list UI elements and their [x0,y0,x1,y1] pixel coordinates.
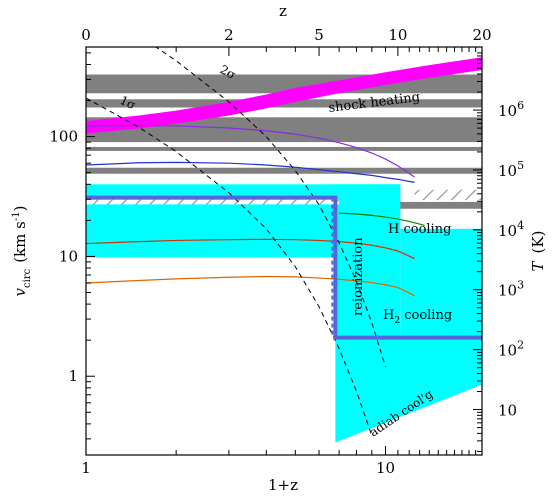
series-lines [86,124,425,297]
shock-heating-band [86,57,482,134]
right-tick-label: 106 [498,99,524,120]
shock-heating-band [86,57,482,134]
hatch-region-0 [86,199,340,205]
sigma2-curve [154,47,386,367]
y-tick-label: 100 [49,128,78,146]
right-tick-label: 10 [498,402,517,420]
cyan-region-2 [400,228,482,338]
y-tick-label: 10 [59,247,78,265]
sigma1-label: 1σ [118,93,138,112]
x-tick-label: 1 [81,459,91,477]
reionization-label: reionization [351,237,366,316]
cyan-region-3 [335,337,482,443]
sigma-curves [86,47,386,436]
h-cooling-label: H cooling [388,222,451,237]
plot-area [86,47,482,443]
series-line-3 [86,238,415,260]
top-tick-label: 10 [388,26,407,44]
y-tick-label: 1 [68,367,78,385]
y-axis-label: vcirc(km s-1) [11,206,33,297]
shock-heating-label: shock heating [328,90,421,116]
series-line-0 [86,124,415,178]
right-tick-label: 102 [498,339,524,360]
axis-ticks [85,47,483,455]
x-axis-label: 1+z [268,476,298,494]
sigma2-label: 2σ [218,62,239,82]
top-tick-label: 0 [81,26,91,44]
top-axis-label: z [279,2,287,20]
reionization-step-line [86,195,482,340]
reionization-line [86,195,482,340]
h2-cooling-label: H2 cooling [383,308,452,326]
series-line-1 [86,161,415,183]
top-tick-label: 5 [314,26,324,44]
gray-band-3 [86,146,482,151]
gray-band-4 [86,167,482,174]
top-tick-label: 20 [472,26,491,44]
right-tick-label: 103 [498,279,524,300]
x-tick-label: 10 [376,459,395,477]
hatch-regions [86,189,482,205]
cyan-region-1 [335,184,401,338]
series-line-2 [339,212,425,226]
right-tick-label: 105 [498,159,524,180]
series-line-4 [86,275,415,297]
right-tick-label: 104 [498,219,524,240]
top-tick-label: 2 [224,26,234,44]
sigma1-curve [86,97,373,436]
plot-frame [85,46,483,456]
hatch-region-1 [414,189,482,201]
right-axis-label: T(K) [529,231,547,272]
